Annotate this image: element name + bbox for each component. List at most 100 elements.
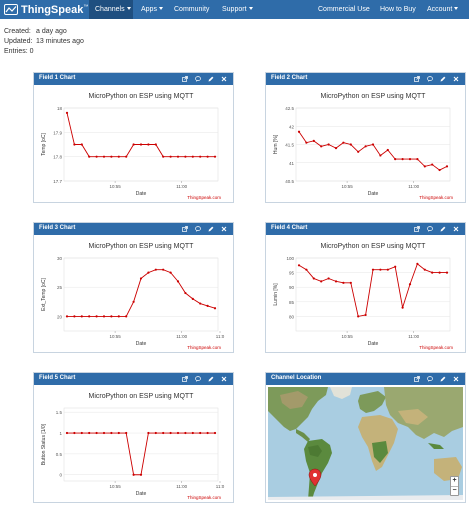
nav-how-to-buy[interactable]: How to Buy (380, 0, 416, 19)
y-tick-label: 20 (57, 314, 63, 319)
data-point (184, 155, 187, 158)
comment-button[interactable] (191, 224, 204, 234)
x-axis-label: Date (136, 341, 147, 347)
comment-button[interactable] (423, 374, 436, 384)
nav-commercial-use[interactable]: Commercial Use (318, 0, 370, 19)
data-point (213, 155, 217, 158)
channel-location-map[interactable]: + − (268, 387, 463, 500)
data-point (102, 431, 106, 435)
data-point (431, 271, 434, 274)
field3-chart: MicroPython on ESP using MQTT 30 25 20 10:55… (34, 235, 233, 352)
data-point (132, 473, 135, 476)
external-link-button[interactable] (178, 224, 191, 234)
close-button[interactable] (449, 74, 462, 84)
data-point (371, 143, 375, 146)
comment-button[interactable] (191, 74, 204, 84)
y-axis-label: Button Status [1/0] (41, 423, 47, 465)
nav-support[interactable]: Support (222, 0, 253, 19)
nav-apps[interactable]: Apps (141, 0, 163, 19)
pencil-button[interactable] (436, 374, 449, 384)
close-button[interactable] (217, 224, 230, 234)
data-point (297, 264, 301, 267)
data-point (342, 141, 345, 144)
close-icon (221, 226, 226, 232)
zoom-out-button[interactable]: − (451, 486, 458, 494)
panel-title: Field 2 Chart (271, 75, 308, 81)
data-point (334, 147, 338, 150)
x-tick-label: 11:0 (216, 334, 225, 339)
data-point (95, 155, 98, 158)
brand-name: ThingSpeak (21, 3, 84, 16)
comment-button[interactable] (423, 224, 436, 234)
data-point (394, 158, 397, 161)
data-point (132, 143, 135, 146)
nav-account[interactable]: Account (427, 0, 459, 19)
data-point (184, 431, 187, 435)
data-point (88, 431, 91, 435)
y-tick-label: 95 (289, 271, 295, 276)
pencil-button[interactable] (204, 224, 217, 234)
panel-title: Field 3 Chart (39, 225, 76, 231)
line-chart: MicroPython on ESP using MQTT 18 17.9 17.8 1… (41, 93, 221, 200)
data-point (445, 165, 449, 168)
data-point (110, 431, 113, 435)
data-point (154, 431, 157, 435)
y-tick-label: 100 (286, 256, 294, 261)
external-link-button[interactable] (410, 374, 423, 384)
data-point (312, 139, 315, 142)
x-tick-label: 10:55 (109, 484, 121, 489)
chart-credit: ThingSpeak.com (187, 345, 221, 350)
chart-title: MicroPython on ESP using MQTT (89, 93, 195, 100)
zoom-in-button[interactable]: + (452, 477, 457, 484)
data-point (305, 268, 308, 271)
comment-icon (194, 226, 201, 232)
comment-button[interactable] (191, 374, 204, 384)
plot-area (63, 257, 219, 332)
data-point (379, 268, 382, 271)
close-button[interactable] (449, 374, 462, 384)
pencil-icon (440, 376, 445, 382)
close-button[interactable] (217, 374, 230, 384)
map-pin-icon[interactable] (308, 468, 322, 487)
brand[interactable]: ThingSpeak ™ (4, 2, 88, 17)
data-point (386, 268, 389, 271)
nav-community-label: Community (174, 6, 210, 13)
data-point (199, 302, 202, 305)
data-point (431, 163, 434, 166)
x-tick-label: 10:55 (341, 334, 353, 339)
external-link-button[interactable] (410, 74, 423, 84)
data-point (342, 281, 345, 284)
panel-header: Channel Location (266, 373, 465, 385)
close-button[interactable] (449, 224, 462, 234)
nav-channels[interactable]: Channels (89, 0, 133, 19)
data-point (445, 271, 449, 274)
data-point (206, 155, 209, 158)
data-point (80, 431, 83, 435)
comment-button[interactable] (423, 74, 436, 84)
nav-community[interactable]: Community (174, 0, 209, 19)
external-link-icon (181, 226, 188, 232)
pencil-button[interactable] (436, 224, 449, 234)
data-point (65, 431, 69, 435)
data-point (139, 473, 143, 476)
info-created-value: a day ago (36, 28, 67, 35)
pencil-button[interactable] (204, 74, 217, 84)
field3-panel: Field 3 Chart MicroPython on ESP using M… (33, 222, 234, 353)
close-button[interactable] (217, 74, 230, 84)
external-link-button[interactable] (410, 224, 423, 234)
x-axis-label: Date (136, 491, 147, 497)
external-link-button[interactable] (178, 74, 191, 84)
chart-credit: ThingSpeak.com (187, 495, 221, 500)
pencil-button[interactable] (204, 374, 217, 384)
pencil-button[interactable] (436, 74, 449, 84)
panel-icons (410, 224, 462, 234)
comment-icon (194, 376, 201, 382)
data-point (95, 431, 98, 435)
data-point (102, 155, 106, 158)
data-point (191, 155, 194, 158)
y-tick-label: 41 (289, 161, 295, 166)
data-point (416, 158, 419, 161)
external-link-button[interactable] (178, 374, 191, 384)
data-point (379, 154, 382, 157)
external-link-icon (181, 376, 188, 382)
